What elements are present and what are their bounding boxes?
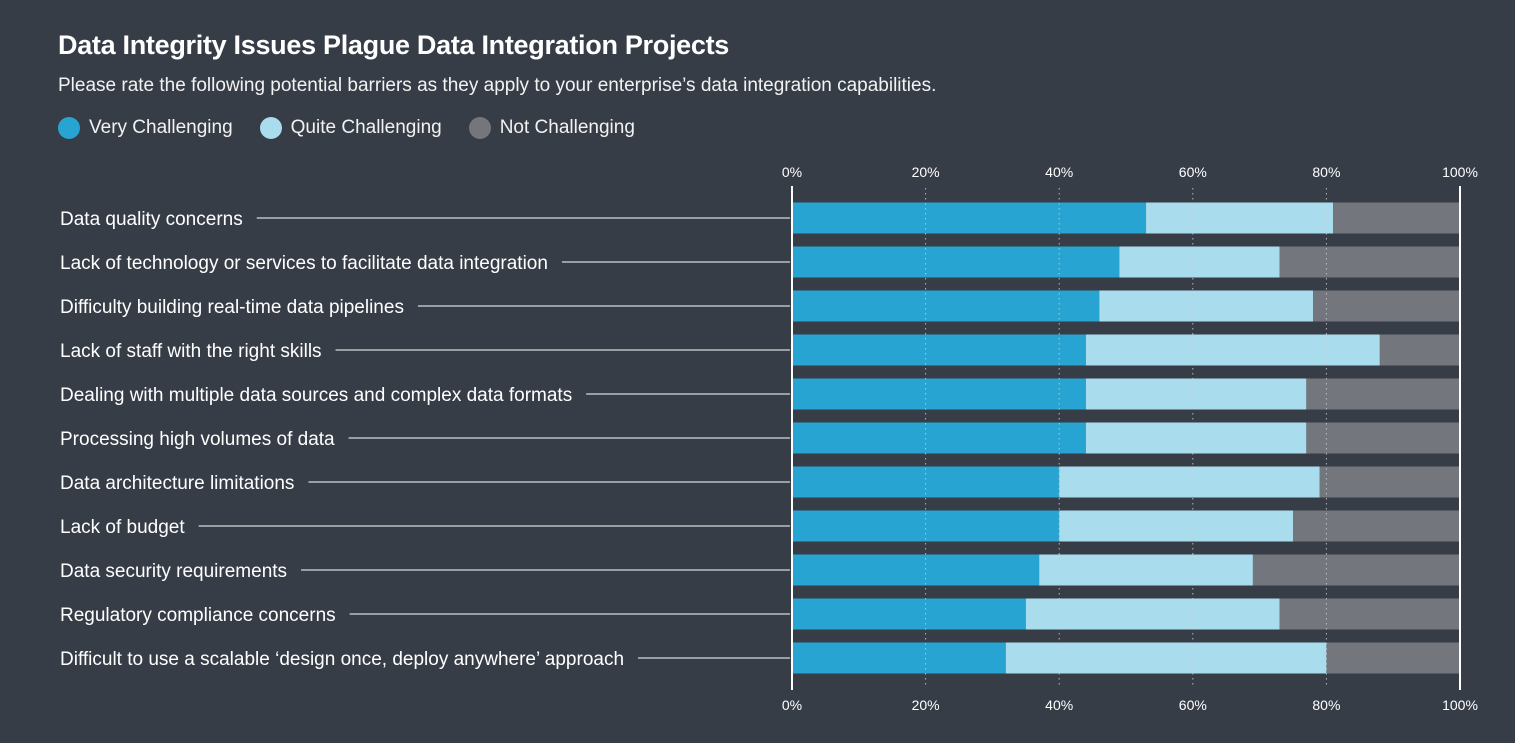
bar-segment [1039,554,1253,586]
legend-swatch-very-challenging [58,117,80,139]
bar-segment [1379,334,1460,366]
category-label: Data architecture limitations [60,473,294,494]
legend-label-not-challenging: Not Challenging [499,117,635,138]
category-label: Processing high volumes of data [60,429,335,450]
bar-segment [792,598,1026,630]
legend-swatch-quite-challenging [259,117,282,139]
legend-swatch-not-challenging [468,117,491,139]
bar-segment [792,554,1040,586]
bar-segment [1326,642,1460,674]
x-tick-label: 20% [912,164,940,180]
x-tick-label: 0% [782,164,802,180]
bar-segment [1252,554,1460,586]
bar-segment [1119,246,1280,278]
chart-subtitle: Please rate the following potential barr… [58,75,937,96]
bar-segment [1099,290,1314,322]
x-tick-label: 80% [1312,697,1340,713]
bar-segment [1005,642,1327,674]
category-label: Difficulty building real-time data pipel… [60,297,404,318]
bar-segment [792,378,1086,410]
bar-segment [1085,422,1307,454]
bar-segment [792,510,1060,542]
bar-segment [1333,202,1460,234]
bar-segment [792,202,1147,234]
bar-segment [1146,202,1334,234]
bar-segment [1059,466,1320,498]
legend: Very Challenging Quite Challenging Not C… [58,117,662,139]
bar-segment [792,642,1006,674]
legend-label-very-challenging: Very Challenging [89,117,233,138]
x-tick-label: 100% [1442,164,1478,180]
category-label: Data security requirements [60,561,287,582]
category-label: Regulatory compliance concerns [60,605,336,626]
bar-segment [1306,422,1460,454]
x-tick-label: 100% [1442,697,1478,713]
bar-segment [1306,378,1460,410]
bar-segment [1279,246,1460,278]
legend-item-quite-challenging: Quite Challenging [259,117,442,139]
category-label: Lack of technology or services to facili… [60,253,548,274]
x-tick-label: 80% [1312,164,1340,180]
category-label: Lack of staff with the right skills [60,341,322,362]
bar-segment [1025,598,1280,630]
x-tick-label: 20% [912,697,940,713]
category-label: Difficult to use a scalable ‘design once… [60,649,624,670]
bar-segment [792,466,1060,498]
bar-segment [792,246,1120,278]
bar-segment [1279,598,1460,630]
bar-segment [792,334,1086,366]
category-label: Dealing with multiple data sources and c… [60,385,572,406]
x-tick-label: 60% [1179,164,1207,180]
bar-segment [1085,334,1380,366]
bar-segment [792,290,1100,322]
x-tick-label: 40% [1045,697,1073,713]
category-label: Data quality concerns [60,209,243,230]
bar-segment [1293,510,1460,542]
legend-label-quite-challenging: Quite Challenging [290,117,442,138]
bar-segment [1313,290,1460,322]
legend-item-very-challenging: Very Challenging [58,117,233,139]
category-label: Lack of budget [60,517,185,538]
chart-title: Data Integrity Issues Plague Data Integr… [58,30,729,60]
legend-item-not-challenging: Not Challenging [468,117,635,139]
bar-segment [1085,378,1307,410]
x-tick-label: 0% [782,697,802,713]
x-tick-label: 60% [1179,697,1207,713]
x-tick-label: 40% [1045,164,1073,180]
bar-segment [1319,466,1460,498]
bar-segment [792,422,1086,454]
bar-segment [1059,510,1293,542]
